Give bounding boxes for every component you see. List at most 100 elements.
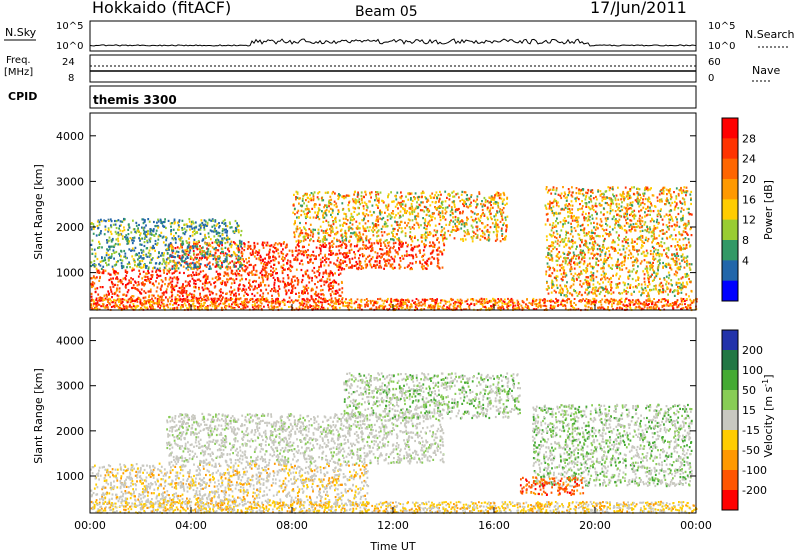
power-cell	[646, 252, 649, 255]
power-cell	[341, 236, 344, 239]
power-cell	[632, 255, 635, 258]
power-cell	[641, 235, 644, 238]
power-cell	[420, 192, 423, 195]
power-cell	[345, 215, 348, 218]
power-cell	[315, 290, 317, 293]
power-cell	[565, 295, 567, 298]
power-cell	[387, 244, 390, 247]
power-cell	[365, 265, 368, 268]
power-cell	[252, 288, 255, 291]
power-cell	[588, 206, 591, 210]
power-cell	[360, 265, 363, 268]
power-cell	[636, 286, 638, 289]
power-cell	[132, 278, 134, 281]
power-cell	[404, 208, 406, 211]
power-cell	[325, 269, 327, 272]
power-cell	[353, 210, 356, 213]
power-cell	[687, 220, 690, 223]
power-cell	[170, 286, 172, 289]
power-cell	[320, 284, 323, 288]
power-cell	[285, 284, 288, 287]
power-cell	[571, 212, 573, 215]
power-cell	[264, 264, 267, 267]
power-cell	[408, 193, 411, 196]
power-cell	[488, 231, 491, 234]
power-cell	[143, 290, 146, 293]
power-cell	[617, 208, 619, 211]
power-cell	[623, 197, 626, 200]
power-cell	[205, 243, 208, 246]
power-cell	[651, 230, 654, 233]
power-cell	[205, 279, 207, 283]
power-cell	[613, 215, 615, 218]
power-cell	[649, 268, 652, 271]
power-cell	[399, 215, 402, 218]
power-cell	[497, 201, 500, 205]
power-cell	[270, 269, 272, 272]
power-cell	[618, 266, 621, 269]
power-cell	[484, 198, 487, 202]
power-cell	[321, 260, 324, 263]
power-cell	[502, 238, 504, 241]
power-cell	[687, 223, 690, 226]
power-cell	[377, 220, 379, 223]
power-cell	[474, 232, 477, 235]
power-cell	[326, 228, 329, 231]
power-cell	[131, 269, 134, 272]
power-cell	[613, 241, 616, 244]
power-cell	[364, 260, 367, 263]
power-cell	[319, 225, 322, 228]
power-cell	[393, 258, 396, 261]
power-cell	[550, 234, 552, 237]
power-cell	[645, 207, 647, 211]
power-cell	[323, 280, 326, 283]
power-cell	[545, 186, 548, 189]
power-cell	[636, 242, 638, 245]
power-cell	[353, 201, 356, 204]
power-cell	[600, 273, 603, 277]
power-cell	[660, 189, 663, 192]
power-cell	[501, 202, 504, 205]
power-cell	[590, 200, 593, 203]
power-cell	[350, 243, 353, 246]
power-cell	[269, 244, 271, 247]
power-cell	[374, 266, 377, 269]
power-cell	[217, 275, 220, 278]
power-cell	[675, 263, 678, 266]
power-cell	[393, 200, 395, 203]
power-cell	[275, 249, 278, 253]
date-label: 17/Jun/2011	[590, 0, 687, 17]
power-cell	[217, 265, 220, 268]
power-cell	[321, 256, 324, 259]
power-cell	[481, 229, 484, 233]
power-cell	[552, 205, 555, 208]
power-cell	[240, 252, 243, 255]
power-cell	[389, 217, 392, 220]
power-cell	[363, 196, 365, 199]
power-cell	[562, 251, 565, 254]
power-cell	[423, 253, 426, 256]
power-cell	[659, 258, 661, 261]
power-cell	[202, 276, 205, 279]
power-cell	[185, 223, 188, 226]
power-cell	[444, 212, 447, 215]
power-cell	[640, 226, 643, 229]
power-cell	[583, 251, 586, 254]
power-cell	[489, 226, 492, 229]
power-cell	[422, 191, 425, 194]
power-cell	[218, 232, 221, 235]
power-cell	[600, 211, 602, 214]
power-cell	[151, 270, 154, 273]
power-cell	[195, 253, 198, 256]
power-cell	[667, 246, 670, 249]
power-cell	[450, 206, 453, 209]
power-cell	[686, 224, 689, 227]
power-cell	[466, 233, 468, 236]
power-cell	[248, 263, 251, 267]
power-cell	[567, 231, 569, 234]
power-cell	[376, 260, 378, 263]
power-cell	[314, 228, 316, 231]
power-cell	[193, 282, 195, 285]
power-cell	[552, 247, 554, 250]
power-cell	[635, 279, 637, 282]
